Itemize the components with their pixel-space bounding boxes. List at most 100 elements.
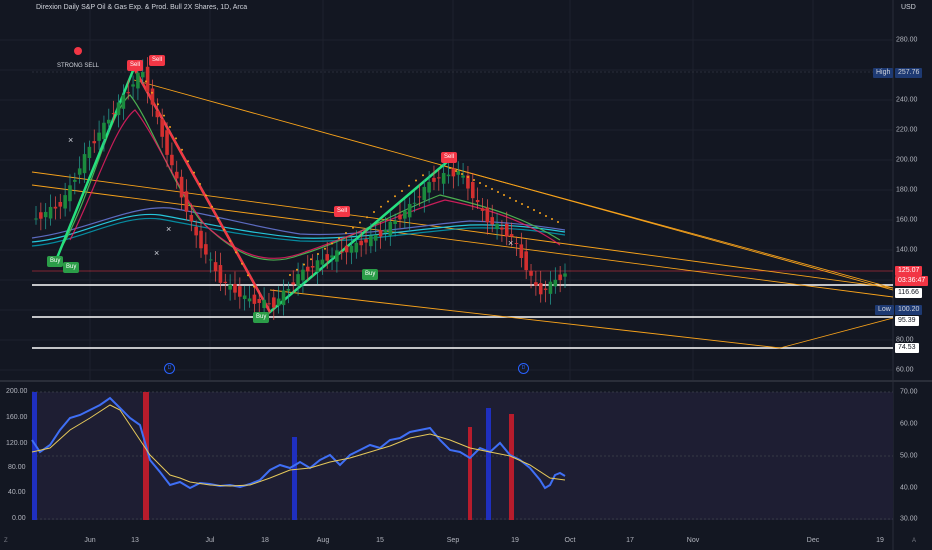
candle-body bbox=[155, 110, 160, 118]
sell-signal[interactable]: Sell bbox=[441, 152, 458, 163]
osc-line-yellow bbox=[31, 404, 566, 487]
candle-body bbox=[204, 244, 208, 255]
candle-body bbox=[58, 201, 63, 207]
psar-dot bbox=[331, 242, 333, 245]
candle-body bbox=[242, 295, 247, 300]
psar-dot bbox=[415, 179, 417, 182]
psar-dot bbox=[324, 247, 326, 250]
candle-body bbox=[485, 207, 490, 223]
psar-dot bbox=[338, 237, 340, 240]
psar-dot bbox=[527, 206, 529, 208]
osc-right-tick: 60.00 bbox=[900, 420, 918, 428]
candle-body bbox=[73, 179, 77, 182]
candle-body bbox=[320, 259, 325, 265]
psar-dot bbox=[394, 195, 396, 198]
price-tick: 200.00 bbox=[896, 156, 918, 164]
candle-body bbox=[470, 181, 475, 199]
buy-signal[interactable]: Buy bbox=[362, 269, 379, 280]
candle-body bbox=[121, 94, 126, 109]
candle-body bbox=[276, 298, 281, 306]
sell-signal[interactable]: Sell bbox=[127, 60, 144, 71]
sell-signal[interactable]: Sell bbox=[334, 206, 351, 217]
psar-dot bbox=[193, 171, 195, 174]
psar-dot bbox=[461, 173, 463, 175]
candle-body bbox=[538, 283, 543, 295]
low-label: Low bbox=[875, 305, 894, 315]
candle-body bbox=[446, 174, 451, 177]
psar-dot bbox=[485, 185, 487, 187]
psar-dot bbox=[539, 212, 541, 214]
psar-dot bbox=[479, 182, 481, 184]
buy-signal[interactable]: Buy bbox=[63, 262, 80, 273]
time-tick: 15 bbox=[376, 537, 384, 544]
candle-body bbox=[432, 177, 436, 182]
candle-body bbox=[349, 245, 354, 253]
candle-body bbox=[131, 84, 135, 87]
osc-bar bbox=[468, 427, 472, 520]
psar-dot bbox=[223, 228, 225, 231]
candle-body bbox=[39, 212, 43, 219]
psar-dot bbox=[373, 211, 375, 213]
auto-scale-button[interactable]: A bbox=[912, 538, 917, 544]
psar-dot bbox=[241, 262, 243, 265]
price-tick: 160.00 bbox=[896, 216, 918, 224]
dividend-marker[interactable]: D bbox=[518, 363, 529, 374]
psar-dot bbox=[317, 253, 319, 255]
candle-body bbox=[359, 240, 363, 246]
candle-body bbox=[398, 214, 402, 220]
psar-dot bbox=[175, 137, 177, 140]
candle-body bbox=[102, 122, 106, 140]
psar-dot bbox=[151, 91, 153, 94]
candle-body bbox=[228, 284, 232, 290]
candle-body bbox=[437, 177, 441, 179]
candle-body bbox=[116, 102, 121, 116]
psar-dot bbox=[145, 80, 147, 83]
level-tag: 74.53 bbox=[895, 343, 919, 353]
candle-body bbox=[179, 176, 184, 198]
zoom-button[interactable]: Z bbox=[4, 538, 8, 544]
price-tick: 220.00 bbox=[896, 126, 918, 134]
candle-body bbox=[441, 173, 446, 184]
sell-signal[interactable]: Sell bbox=[149, 55, 166, 66]
osc-left-tick: 120.00 bbox=[6, 440, 28, 447]
dividend-marker[interactable]: D bbox=[164, 363, 175, 374]
psar-dot bbox=[380, 205, 382, 208]
candle-body bbox=[296, 274, 300, 286]
osc-bar bbox=[32, 392, 37, 520]
osc-left-tick: 40.00 bbox=[8, 489, 26, 496]
psar-dot bbox=[289, 274, 291, 276]
buy-signal[interactable]: Buy bbox=[253, 312, 270, 323]
countdown-tag: 03:36:47 bbox=[895, 276, 929, 286]
candle-body bbox=[393, 220, 397, 225]
candle-body bbox=[315, 260, 320, 272]
psar-dot bbox=[366, 216, 368, 219]
candle-body bbox=[43, 211, 48, 218]
candle-body bbox=[34, 218, 38, 220]
time-tick: Aug bbox=[316, 537, 330, 544]
candle-body bbox=[504, 223, 509, 237]
psar-dot bbox=[521, 203, 523, 205]
candle-body bbox=[140, 72, 145, 78]
candle-body bbox=[213, 262, 218, 272]
candle-body bbox=[330, 255, 334, 258]
psar-dot bbox=[303, 263, 305, 266]
candle-body bbox=[509, 234, 514, 237]
candle-body bbox=[247, 298, 252, 302]
candle-body bbox=[388, 221, 393, 236]
osc-bar bbox=[292, 437, 297, 520]
psar-dot bbox=[401, 190, 403, 192]
psar-dot bbox=[247, 274, 249, 277]
candle-body bbox=[524, 251, 528, 271]
candle-body bbox=[97, 132, 101, 141]
buy-signal[interactable]: Buy bbox=[47, 256, 64, 267]
candle-body bbox=[417, 196, 422, 198]
time-tick: 19 bbox=[511, 537, 519, 544]
candle-body bbox=[563, 273, 567, 277]
candle-body bbox=[189, 214, 194, 222]
psar-dot bbox=[551, 218, 553, 220]
candle-body bbox=[165, 130, 169, 155]
candle-body bbox=[160, 118, 164, 137]
candle-body bbox=[150, 88, 155, 105]
candle-body bbox=[136, 72, 140, 89]
